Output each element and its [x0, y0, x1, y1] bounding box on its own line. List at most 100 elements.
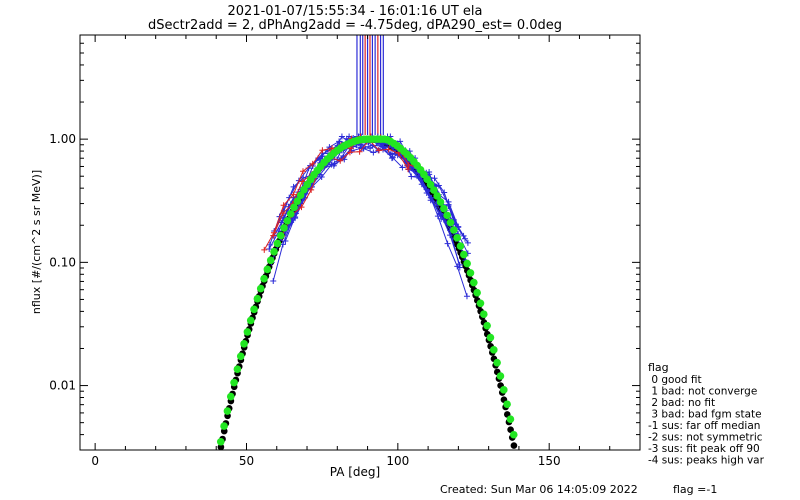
data-cross	[454, 263, 461, 270]
fit-point	[440, 204, 448, 213]
fit-point	[509, 430, 518, 439]
data-cross	[328, 161, 335, 168]
x-axis-label: PA [deg]	[330, 465, 380, 479]
fit-point	[463, 259, 471, 268]
data-cross	[423, 189, 430, 196]
data-cross	[385, 146, 392, 153]
fit-point	[296, 191, 305, 200]
data-cross	[414, 173, 421, 180]
data-cross	[266, 241, 273, 248]
data-cross	[290, 191, 297, 198]
data-cross	[445, 198, 452, 205]
data-cross	[370, 149, 377, 156]
fit-point	[283, 216, 292, 225]
y-axis-label: nflux [#/(cm^2 s sr MeV)]	[30, 170, 43, 314]
data-cross	[405, 161, 412, 168]
y-tick-label: 1.00	[49, 132, 76, 146]
data-cross	[290, 183, 297, 190]
legend-entry: 2 bad: no fit	[648, 397, 715, 409]
fit-point	[443, 211, 451, 220]
legend-entry: -3 sus: fit peak off 90	[648, 443, 760, 455]
fit-point	[489, 346, 498, 354]
fit-point	[253, 294, 262, 303]
data-cross	[431, 175, 438, 182]
data-cross	[298, 204, 305, 211]
fit-point	[273, 239, 282, 248]
data-cross	[300, 168, 307, 175]
fit-point	[446, 218, 455, 227]
fit-point	[506, 415, 515, 423]
data-cross	[309, 160, 316, 167]
fit-point	[470, 278, 478, 287]
vertical-spike-lines	[356, 35, 384, 136]
fit-point	[290, 203, 298, 212]
fit-point	[480, 310, 488, 319]
fit-point	[493, 358, 501, 367]
data-cross	[280, 202, 287, 209]
legend-title: flag	[648, 361, 669, 374]
data-cross	[388, 151, 395, 158]
fit-point	[220, 422, 228, 430]
data-cross	[464, 239, 471, 246]
fit-point	[293, 197, 302, 205]
data-cross	[346, 149, 353, 156]
data-cross	[405, 166, 412, 173]
fit-point	[430, 186, 438, 194]
data-cross	[299, 178, 306, 185]
fit-point	[433, 192, 441, 200]
data-cross	[444, 240, 451, 247]
fit-point	[243, 328, 252, 336]
data-cross	[408, 173, 415, 180]
chart-title-line1: 2021-01-07/15:55:34 - 16:01:16 UT ela	[228, 4, 483, 19]
fit-point	[483, 321, 491, 330]
data-cross	[319, 153, 326, 160]
fit-point	[486, 333, 495, 342]
fit-point	[266, 256, 275, 265]
y-tick-label: 0.10	[49, 255, 76, 269]
data-cross	[462, 235, 469, 242]
data-cross	[463, 293, 470, 300]
fit-point	[286, 210, 295, 218]
created-timestamp: Created: Sun Mar 06 14:05:09 2022	[440, 483, 638, 496]
data-cross	[319, 147, 326, 154]
data-cross	[375, 147, 382, 154]
data-cross	[318, 174, 325, 181]
x-tick-label: 100	[386, 454, 409, 468]
fit-point	[233, 365, 242, 373]
chart-title-line2: dSectr2add = 2, dPhAng2add = -4.75deg, d…	[148, 18, 562, 33]
fit-point	[263, 265, 272, 274]
x-tick-label: 0	[91, 454, 99, 468]
fit-point	[216, 437, 225, 446]
fit-point	[456, 242, 465, 250]
plot-frame	[79, 34, 641, 451]
data-cross	[270, 229, 277, 236]
fit-point	[503, 400, 511, 409]
fit-point	[276, 231, 285, 240]
legend-entry: -2 sus: not symmetric	[648, 432, 763, 444]
y-tick-label: 0.01	[49, 379, 76, 393]
legend-entry: 3 bad: bad fgm state	[648, 409, 762, 421]
fit-point	[217, 443, 225, 451]
fit-point	[426, 180, 435, 189]
fit-point	[260, 274, 268, 283]
fit-point	[280, 224, 288, 232]
legend-entry: 1 bad: not converge	[648, 386, 757, 398]
fit-point	[473, 288, 481, 297]
data-cross	[308, 186, 315, 193]
fit-point	[230, 378, 238, 387]
fit-point	[510, 442, 518, 449]
fit-point	[223, 407, 232, 415]
data-curve	[272, 143, 468, 297]
flag-legend: flag 0 good fit 1 bad: not converge 2 ba…	[648, 361, 765, 467]
black-fit-curve	[217, 135, 518, 451]
data-cross	[434, 213, 441, 220]
data-cross	[337, 157, 344, 164]
green-fit-curve	[216, 135, 518, 446]
legend-entry: -1 sus: far off median	[648, 420, 760, 432]
fit-point	[226, 392, 235, 401]
fit-point	[270, 247, 278, 256]
data-cross	[435, 182, 442, 189]
fit-point	[450, 226, 458, 234]
fit-point	[499, 386, 508, 394]
